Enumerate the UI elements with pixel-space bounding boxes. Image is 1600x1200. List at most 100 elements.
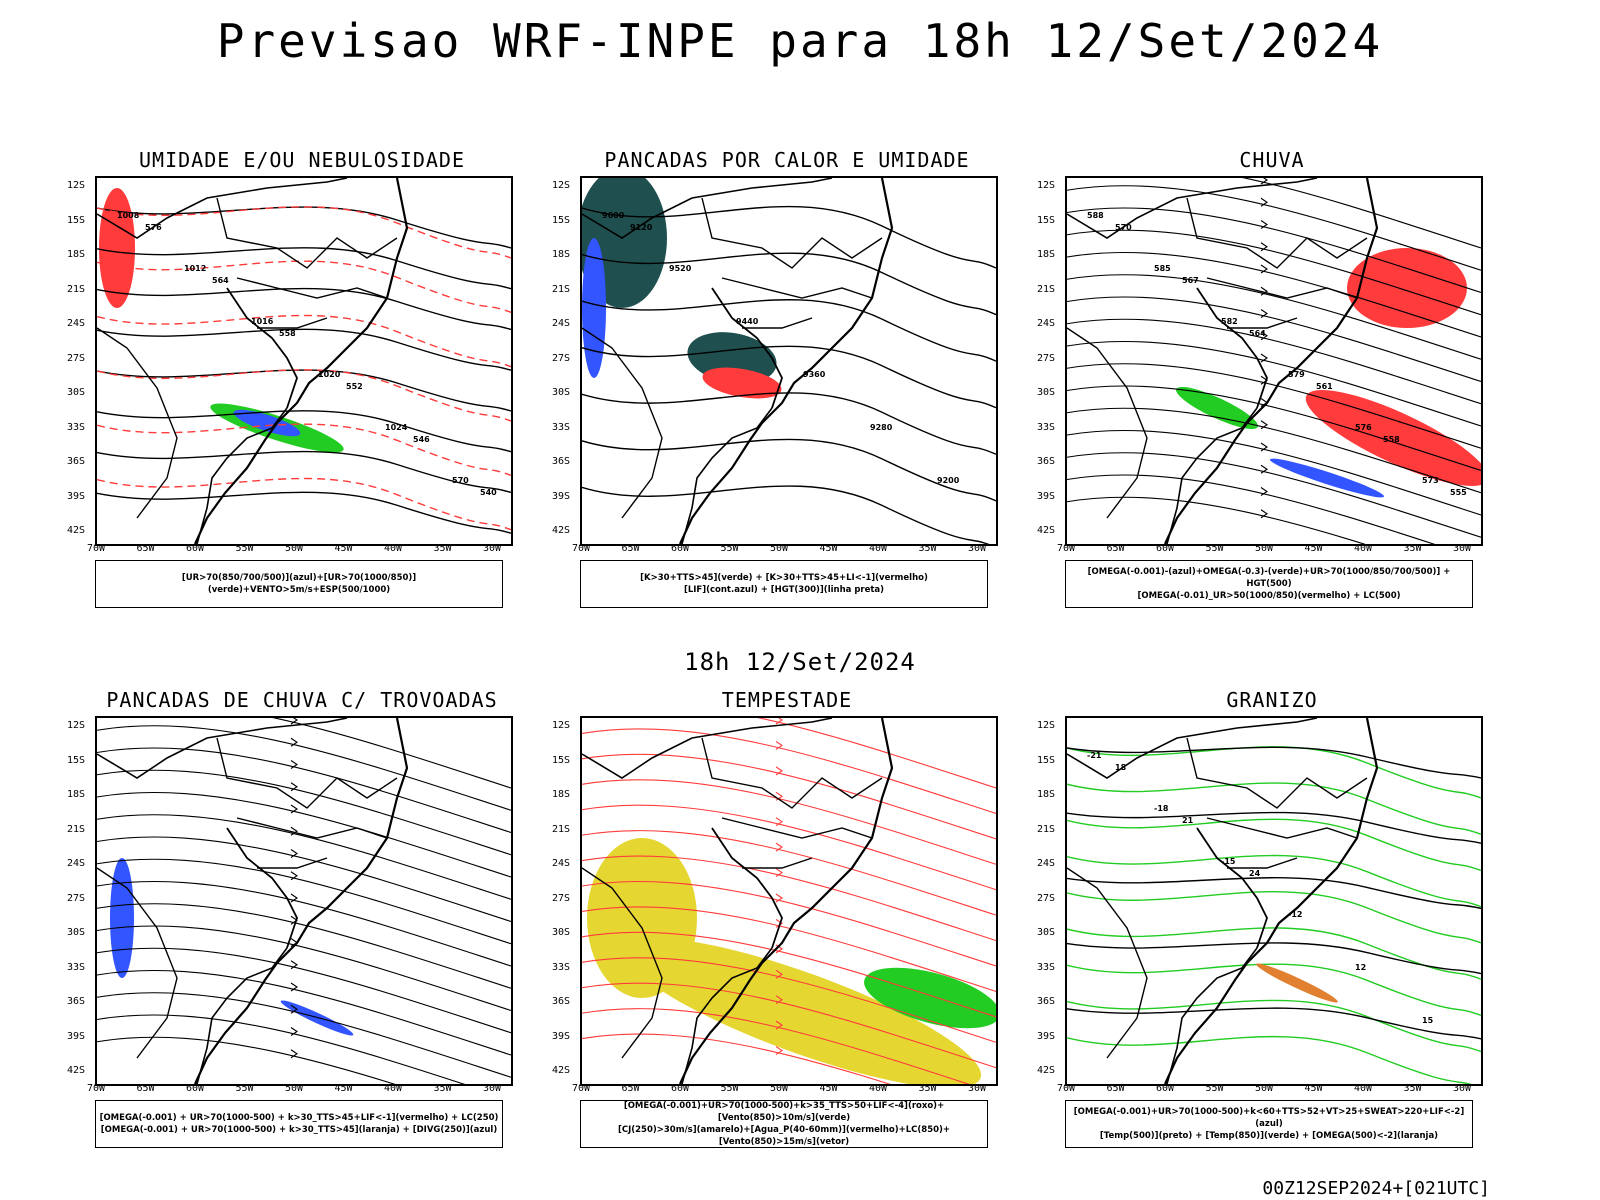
lon-tick-label: 30W [483,1083,502,1094]
contour-label: 540 [480,488,497,497]
lon-tick-label: 45W [819,543,838,554]
streamline [582,906,996,992]
map-svg [582,718,996,1084]
contour-label: 588 [1087,211,1104,220]
lon-tick-label: 60W [1156,1083,1175,1094]
panel-legend: [OMEGA(-0.001) + UR>70(1000-500) + k>30_… [95,1100,503,1148]
streamline [97,1014,466,1084]
country-border [681,947,773,1084]
contour-label: 567 [1182,276,1199,285]
lat-tick-label: 12S [67,720,86,731]
longitude-axis: 70W 65W 60W 55W 50W 45W 40W 35W 30W [572,1083,994,1097]
state-border [701,197,883,269]
streamline-arrow [775,969,783,979]
contour-line [1067,782,1481,835]
map-area [95,716,513,1086]
lat-tick-label: 33S [1037,961,1056,973]
country-border [97,867,178,1059]
streamline-arrow [775,740,783,750]
country-border [582,718,833,779]
streamline [1067,296,1481,383]
contour-line [97,314,511,368]
lat-tick-label: 39S [1037,1030,1056,1042]
state-border [742,857,813,869]
contour-label: 1020 [318,370,341,379]
lat-tick-label: 18S [1037,249,1056,260]
contour-label: 9200 [937,476,960,485]
lon-tick-label: 70W [1057,543,1076,554]
contour-label: 570 [452,476,469,485]
country-border [97,327,178,519]
lat-tick-label: 33S [552,961,571,973]
lat-tick-label: 39S [552,1030,571,1042]
lon-tick-label: 40W [384,543,403,554]
map-panel: TEMPESTADE 12S 15S 18S 21S 24S 27S 30S 33S 36S 39S… [550,688,1030,1188]
streamline [1067,452,1481,538]
rain-area [1347,248,1467,328]
lon-tick-label: 50W [1255,1083,1274,1094]
lat-tick-label: 42S [67,525,86,536]
contour-label: 576 [1355,423,1372,432]
instability-li-area [702,367,782,399]
contour-label: 9280 [870,423,893,432]
coastline [1164,178,1379,544]
lat-tick-label: 36S [1037,456,1056,467]
lon-tick-label: 55W [1205,1083,1224,1094]
state-border [721,817,873,839]
lat-tick-label: 27S [67,352,86,364]
state-border [216,737,398,809]
panel-legend: [UR>70(850/700/500)](azul)+[UR>70(1000/8… [95,560,503,608]
divergence-area [280,1000,354,1036]
streamline [582,931,996,1018]
contour-label: -12 [1288,910,1302,919]
streamline-arrow [775,766,783,776]
humidity-red-area [99,188,135,308]
streamline [271,718,511,789]
streamline [97,969,511,1056]
lon-tick-label: 45W [1304,543,1323,554]
lat-tick-label: 15S [67,214,86,226]
streamline [582,830,996,916]
contour-label: 582 [1221,317,1238,326]
lat-tick-label: 12S [1037,180,1056,191]
map-area [580,716,998,1086]
contour-line [1067,927,1481,980]
state-border [742,317,813,329]
streamline [97,814,511,900]
contour-line [97,491,511,534]
legend-line: [K>30+TTS>45](verde) + [K>30+TTS>45+LI<-… [640,573,928,583]
state-border [236,817,388,839]
lat-tick-label: 18S [67,249,86,260]
lat-tick-label: 42S [67,1065,86,1076]
streamline [1067,318,1481,405]
map-svg: -21 -18 -15 -12 12 15 18 21 24 [1067,718,1481,1084]
lon-tick-label: 65W [621,1083,640,1094]
contour-line [97,206,511,259]
lat-tick-label: 36S [67,996,86,1007]
lon-tick-label: 50W [770,543,789,554]
lat-tick-label: 15S [552,754,571,766]
contour-label: -18 [1154,804,1169,813]
lon-tick-label: 35W [918,543,937,554]
legend-line: [OMEGA(-0.001) + UR>70(1000-500) + k>30_… [99,1113,499,1123]
country-border [97,178,348,239]
streamline [1067,474,1436,544]
contour-line [97,369,511,422]
streamline [97,747,511,834]
contour-label: 21 [1182,816,1194,825]
longitude-axis: 70W 65W 60W 55W 50W 45W 40W 35W 30W [87,1083,509,1097]
lon-tick-label: 30W [483,543,502,554]
lon-tick-label: 40W [1354,1083,1373,1094]
streamline-arrow [775,842,783,852]
lon-tick-label: 50W [1255,543,1274,554]
lat-tick-label: 21S [67,823,86,835]
country-border [1166,947,1258,1084]
lon-tick-label: 60W [186,1083,205,1094]
lon-tick-label: 60W [1156,543,1175,554]
contour-label: -15 [1221,857,1236,866]
streamline-arrow [290,982,298,992]
streamline-arrow [290,718,298,725]
streamline-arrow [775,893,783,903]
contour-line [97,477,511,531]
contour-label: 24 [1249,869,1261,878]
